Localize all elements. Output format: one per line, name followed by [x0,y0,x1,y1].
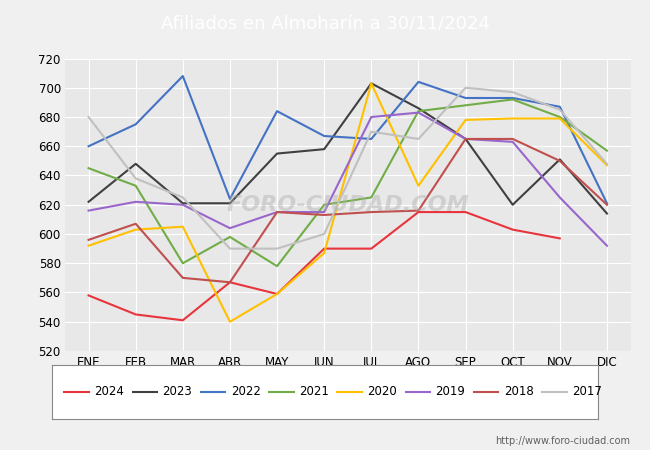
Text: 2021: 2021 [299,385,329,398]
Text: 2018: 2018 [504,385,534,398]
Text: 2017: 2017 [572,385,602,398]
Text: FORO-CIUDAD.COM: FORO-CIUDAD.COM [226,195,469,215]
Text: 2019: 2019 [436,385,465,398]
Text: 2023: 2023 [162,385,192,398]
Text: Afiliados en Almoharín a 30/11/2024: Afiliados en Almoharín a 30/11/2024 [161,16,489,34]
Text: http://www.foro-ciudad.com: http://www.foro-ciudad.com [495,436,630,446]
Text: 2020: 2020 [367,385,397,398]
Text: 2022: 2022 [231,385,261,398]
Text: 2024: 2024 [94,385,124,398]
